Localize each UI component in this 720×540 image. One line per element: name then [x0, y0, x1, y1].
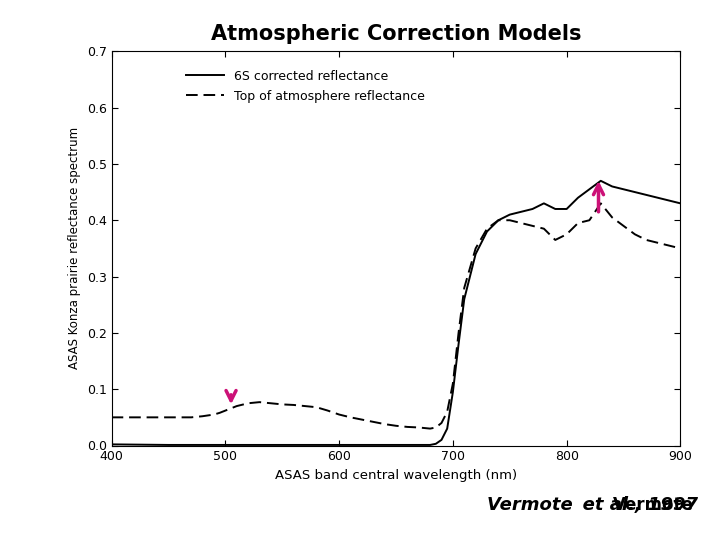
- 6S corrected reflectance: [676, 200, 685, 207]
- 6S corrected reflectance: [420, 442, 429, 448]
- Text: Vermote  et al., 1997: Vermote et al., 1997: [487, 496, 698, 514]
- X-axis label: ASAS band central wavelength (nm): ASAS band central wavelength (nm): [275, 469, 517, 482]
- Y-axis label: ASAS Konza prairie reflectance spectrum: ASAS Konza prairie reflectance spectrum: [68, 127, 81, 369]
- 6S corrected reflectance: [460, 296, 469, 302]
- 6S corrected reflectance: [107, 441, 116, 448]
- Top of atmosphere reflectance: [346, 414, 355, 421]
- Top of atmosphere reflectance: [210, 411, 218, 418]
- 6S corrected reflectance: [482, 228, 491, 235]
- Top of atmosphere reflectance: [107, 414, 116, 421]
- 6S corrected reflectance: [437, 437, 446, 443]
- Text: Vermote: Vermote: [613, 496, 698, 514]
- Top of atmosphere reflectance: [482, 226, 491, 232]
- Title: Atmospheric Correction Models: Atmospheric Correction Models: [211, 24, 581, 44]
- Top of atmosphere reflectance: [415, 424, 423, 431]
- 6S corrected reflectance: [215, 442, 224, 448]
- Line: Top of atmosphere reflectance: Top of atmosphere reflectance: [112, 204, 680, 429]
- 6S corrected reflectance: [164, 442, 173, 448]
- 6S corrected reflectance: [596, 178, 605, 184]
- Top of atmosphere reflectance: [460, 285, 469, 291]
- Top of atmosphere reflectance: [426, 426, 434, 432]
- 6S corrected reflectance: [358, 442, 366, 448]
- Top of atmosphere reflectance: [437, 420, 446, 426]
- Top of atmosphere reflectance: [676, 245, 685, 252]
- Top of atmosphere reflectance: [596, 200, 605, 207]
- Legend: 6S corrected reflectance, Top of atmosphere reflectance: 6S corrected reflectance, Top of atmosph…: [186, 69, 425, 103]
- Line: 6S corrected reflectance: 6S corrected reflectance: [112, 181, 680, 445]
